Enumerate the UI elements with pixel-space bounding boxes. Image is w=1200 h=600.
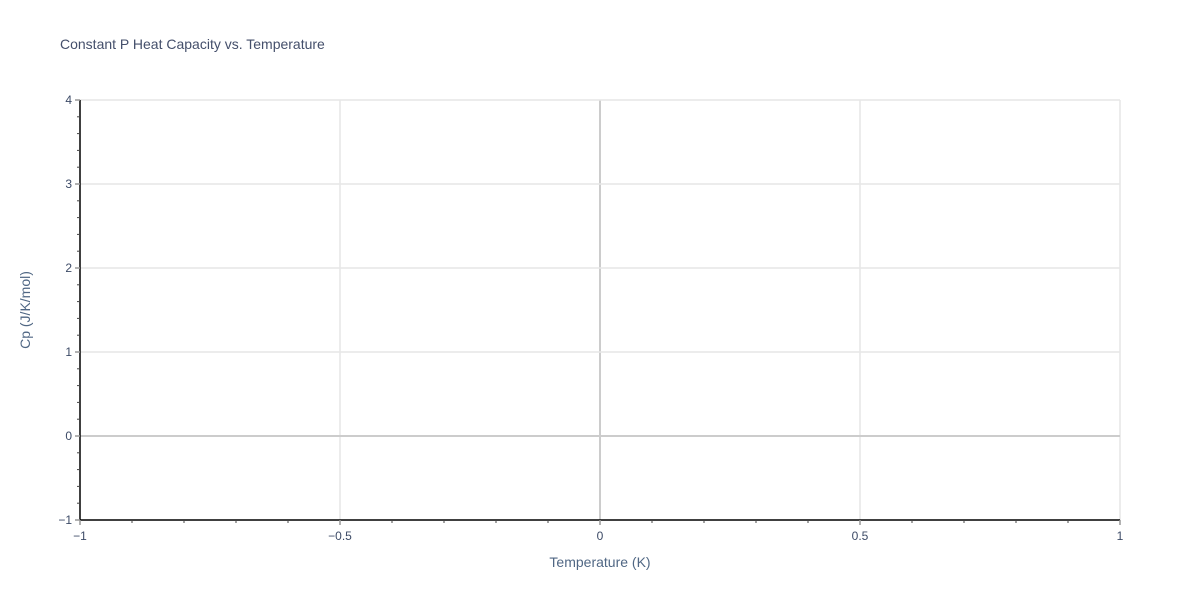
y-tick-label: 3: [65, 177, 72, 191]
x-tick-label: −0.5: [328, 529, 352, 543]
y-tick-label: 0: [65, 429, 72, 443]
y-tick-label: 1: [65, 345, 72, 359]
x-tick-label: 0: [597, 529, 604, 543]
x-tick-label: 0.5: [852, 529, 869, 543]
x-axis-label: Temperature (K): [549, 554, 651, 570]
y-tick-label: −1: [58, 513, 72, 527]
x-tick-label: −1: [73, 529, 87, 543]
y-axis-label: Cp (J/K/mol): [17, 271, 33, 349]
y-tick-label: 2: [65, 261, 72, 275]
x-tick-label: 1: [1117, 529, 1124, 543]
chart-title: Constant P Heat Capacity vs. Temperature: [60, 36, 325, 52]
y-tick-label: 4: [65, 93, 72, 107]
